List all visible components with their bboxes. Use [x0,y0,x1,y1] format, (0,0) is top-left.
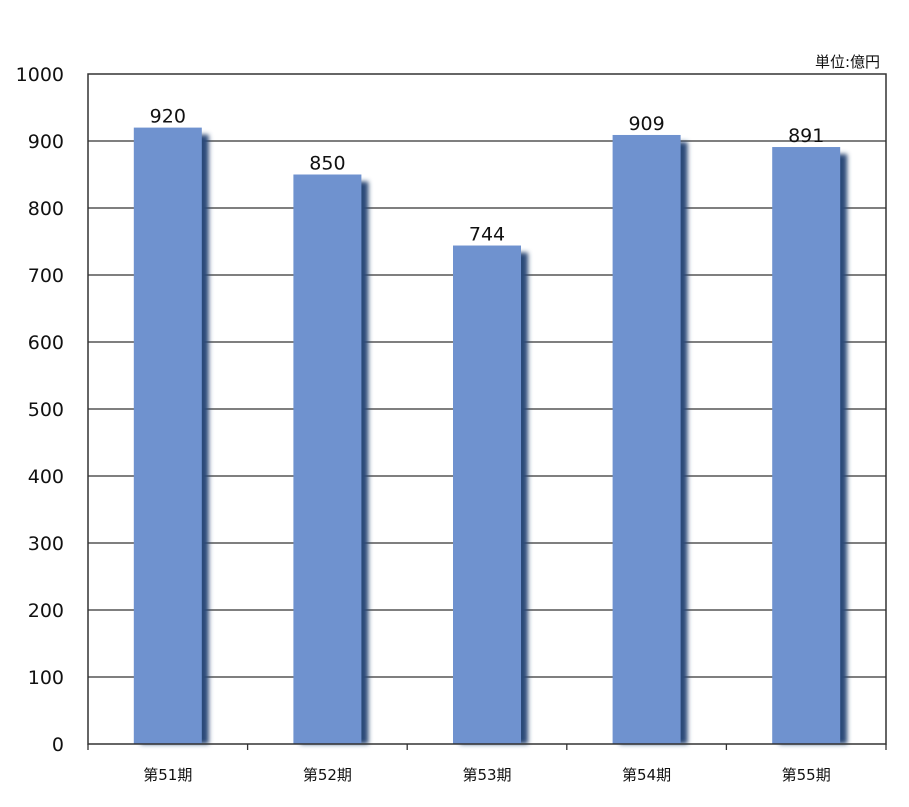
data-label: 850 [309,153,345,175]
y-tick-label: 500 [28,399,64,421]
data-label: 920 [150,106,186,128]
y-tick-label: 400 [28,466,64,488]
x-axis-ticks: 第51期 第52期 第53期 第54期 第55期 [87,744,887,784]
bar [453,245,521,744]
data-label: 909 [628,113,664,135]
x-tick-label: 第51期 [143,766,192,784]
plot-area-border [87,73,887,745]
x-tick-label: 第55期 [782,766,831,784]
bar [612,134,681,745]
data-labels: 920 850 744 909 891 [150,106,825,246]
bar [772,147,841,744]
x-tick-label: 第54期 [622,766,671,784]
data-label: 744 [469,224,505,246]
y-tick-label: 700 [28,265,64,287]
y-tick-label: 0 [52,734,64,756]
y-tick-label: 100 [28,667,64,689]
y-tick-label: 800 [28,198,64,220]
x-tick-label: 第52期 [303,766,352,784]
y-tick-label: 200 [28,600,64,622]
unit-label: 単位:億円 [815,53,880,71]
bars [133,127,841,745]
y-tick-label: 600 [28,332,64,354]
x-tick-label: 第53期 [462,766,511,784]
y-tick-label: 300 [28,533,64,555]
y-tick-label: 1000 [16,64,64,86]
bar [293,174,362,744]
bar [133,127,202,745]
data-label: 891 [788,125,824,147]
y-axis-ticks: 0 100 200 300 400 500 600 700 800 900 1000 [16,64,64,756]
y-tick-label: 900 [28,131,64,153]
